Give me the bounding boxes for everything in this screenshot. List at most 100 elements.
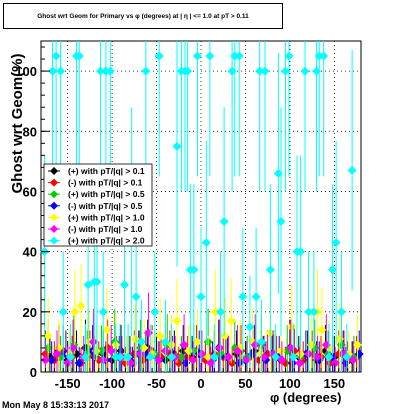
data-point xyxy=(98,307,108,317)
data-point xyxy=(150,307,160,317)
data-point xyxy=(179,340,189,350)
data-point xyxy=(348,355,358,365)
data-point xyxy=(196,292,206,302)
data-point xyxy=(209,352,219,362)
data-point xyxy=(352,340,362,350)
data-point xyxy=(245,322,255,332)
data-point xyxy=(188,355,198,365)
data-marks xyxy=(40,41,364,372)
data-point xyxy=(220,331,230,341)
data-point xyxy=(160,337,170,347)
data-point xyxy=(250,340,260,350)
data-point xyxy=(284,51,294,61)
data-point xyxy=(328,265,338,275)
data-point xyxy=(277,355,287,365)
y-tick-label: 80 xyxy=(23,124,37,139)
data-point xyxy=(238,292,248,302)
data-point xyxy=(74,358,84,368)
data-point xyxy=(295,358,305,368)
data-point xyxy=(40,355,50,365)
data-point xyxy=(309,307,319,317)
data-point xyxy=(300,66,310,76)
data-point xyxy=(70,307,80,317)
data-point xyxy=(153,355,163,365)
data-point xyxy=(201,238,211,248)
data-point xyxy=(319,51,329,61)
x-tick-label: -150 xyxy=(55,376,81,391)
x-tick-label: 100 xyxy=(279,376,301,391)
data-point xyxy=(102,325,112,335)
legend-marker xyxy=(50,190,58,199)
data-point xyxy=(126,358,136,368)
x-tick-label: 0 xyxy=(197,376,204,391)
data-point xyxy=(123,352,133,362)
data-point xyxy=(172,141,182,151)
data-point xyxy=(130,334,140,344)
legend-label: (-) with pT/|q| > 1.0 xyxy=(68,224,143,234)
data-point xyxy=(120,280,130,290)
data-point xyxy=(192,337,202,347)
legend-label: (+) with pT/|q| > 1.0 xyxy=(68,212,145,222)
data-point xyxy=(226,316,236,326)
data-point xyxy=(47,355,57,365)
data-point xyxy=(224,352,234,362)
data-point xyxy=(105,66,115,76)
y-tick-label: 0 xyxy=(30,365,37,380)
data-point xyxy=(65,352,75,362)
data-point xyxy=(265,265,275,275)
legend-marker xyxy=(50,201,58,210)
x-tick-label: 50 xyxy=(238,376,252,391)
legend: (+) with pT/|q| > 0.1 (-) with pT/|q| > 0… xyxy=(43,163,153,247)
legend-label: (-) with pT/|q| > 0.5 xyxy=(68,201,143,211)
data-point xyxy=(74,51,84,61)
data-point xyxy=(192,51,202,61)
data-point xyxy=(342,352,352,362)
data-point xyxy=(271,352,281,362)
data-point xyxy=(288,352,298,362)
data-point xyxy=(106,346,116,356)
data-point xyxy=(145,352,155,362)
data-point xyxy=(136,337,146,347)
data-point xyxy=(210,307,220,317)
data-point xyxy=(241,355,251,365)
data-point xyxy=(330,358,340,368)
data-point xyxy=(219,217,229,227)
data-point xyxy=(276,346,286,356)
axes: -150 -100 -50 0 50 100 150 0 20 40 60 80 100 xyxy=(15,46,358,391)
data-point xyxy=(215,343,225,353)
legend-label: (+) with pT/|q| > 0.1 xyxy=(68,166,145,176)
data-point xyxy=(131,292,141,302)
data-point xyxy=(154,51,164,61)
data-point xyxy=(296,247,306,257)
legend-label: (+) with pT/|q| > 2.0 xyxy=(68,236,145,246)
y-axis-label: Ghost wrt Geom(%) xyxy=(9,53,26,194)
data-point xyxy=(48,66,58,76)
data-point xyxy=(255,66,265,76)
data-point xyxy=(52,349,62,359)
data-point xyxy=(141,66,151,76)
data-point xyxy=(83,280,93,290)
data-point xyxy=(167,352,177,362)
data-point xyxy=(336,307,346,317)
data-point xyxy=(331,238,341,248)
data-point xyxy=(92,277,102,287)
data-point xyxy=(256,337,266,347)
x-axis-label: φ (degrees) xyxy=(270,390,342,405)
data-point xyxy=(197,349,207,359)
data-point xyxy=(324,352,334,362)
data-point xyxy=(172,316,182,326)
data-point xyxy=(206,358,216,368)
y-tick-label: 60 xyxy=(23,184,37,199)
data-point xyxy=(347,165,357,175)
data-point xyxy=(56,66,66,76)
y-tick-label: 20 xyxy=(23,305,37,320)
data-point xyxy=(88,337,98,347)
legend-marker xyxy=(50,236,58,245)
data-point xyxy=(317,325,327,335)
timestamp-footer: Mon May 8 15:33:13 2017 xyxy=(2,400,110,410)
data-point xyxy=(115,352,125,362)
data-point xyxy=(276,217,286,227)
legend-marker xyxy=(50,167,58,175)
data-point xyxy=(260,66,270,76)
data-point xyxy=(96,66,106,76)
